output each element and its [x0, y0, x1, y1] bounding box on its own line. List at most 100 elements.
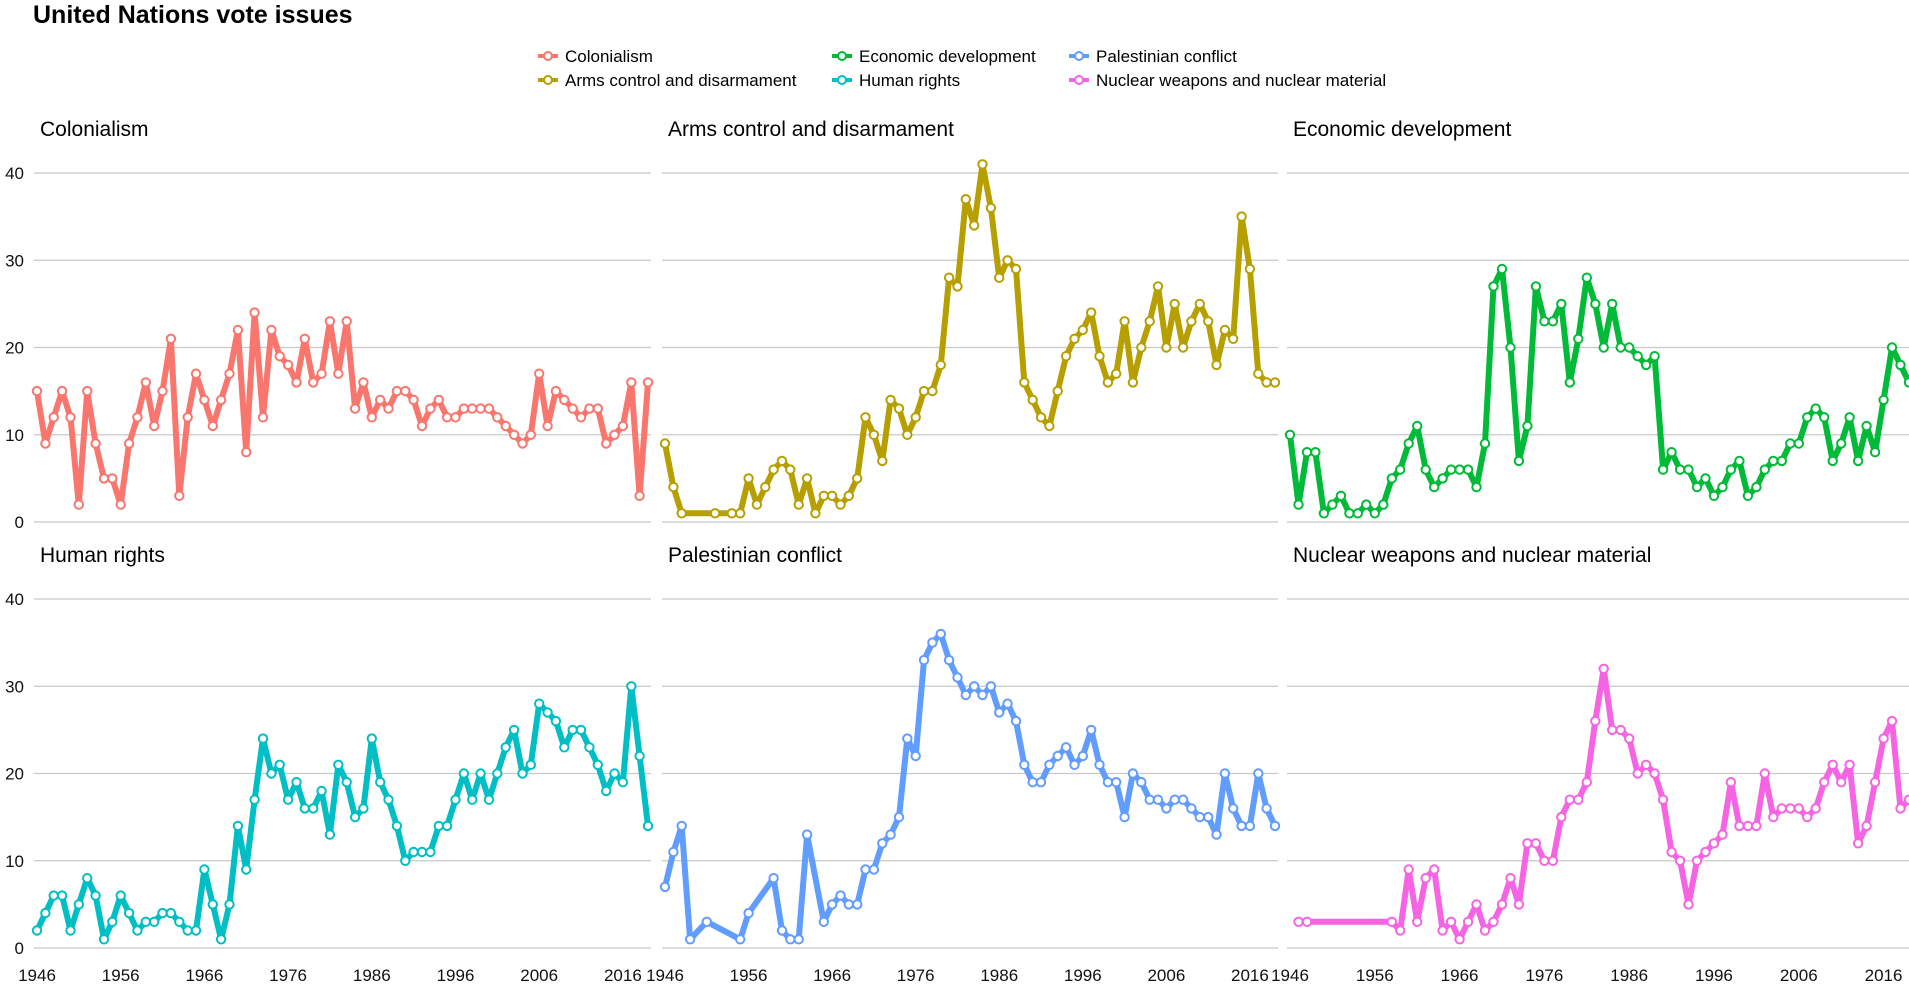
- x-tick-label: 1996: [437, 966, 475, 985]
- data-point: [1634, 352, 1642, 360]
- data-point: [669, 483, 677, 491]
- x-tick-label: 1996: [1064, 966, 1102, 985]
- data-point: [535, 700, 543, 708]
- data-point: [175, 492, 183, 500]
- data-point: [1062, 743, 1070, 751]
- data-point: [1659, 796, 1667, 804]
- data-point: [1812, 404, 1820, 412]
- data-point: [577, 413, 585, 421]
- data-point: [1803, 413, 1811, 421]
- data-point: [912, 752, 920, 760]
- data-point: [678, 509, 686, 517]
- data-point: [878, 839, 886, 847]
- data-point: [560, 396, 568, 404]
- data-point: [58, 891, 66, 899]
- data-point: [1162, 343, 1170, 351]
- data-point: [920, 656, 928, 664]
- data-point: [602, 439, 610, 447]
- data-point: [91, 439, 99, 447]
- data-point: [995, 274, 1003, 282]
- data-point: [33, 387, 41, 395]
- data-point: [1540, 857, 1548, 865]
- data-point: [451, 796, 459, 804]
- data-point: [100, 474, 108, 482]
- data-point: [577, 726, 585, 734]
- data-point: [1154, 796, 1162, 804]
- data-point: [1054, 752, 1062, 760]
- data-point: [1388, 918, 1396, 926]
- data-point: [1591, 717, 1599, 725]
- y-tick-label: 0: [15, 513, 24, 532]
- data-point: [1744, 492, 1752, 500]
- data-point: [594, 761, 602, 769]
- data-point: [1062, 352, 1070, 360]
- data-point: [209, 900, 217, 908]
- data-point: [778, 457, 786, 465]
- legend-item: Arms control and disarmament: [538, 71, 797, 90]
- x-tick-label: 1946: [646, 966, 684, 985]
- data-point: [1761, 769, 1769, 777]
- legend-item: Economic development: [832, 47, 1036, 66]
- data-point: [443, 413, 451, 421]
- data-point: [644, 378, 652, 386]
- data-point: [1854, 457, 1862, 465]
- data-point: [192, 926, 200, 934]
- data-point: [66, 413, 74, 421]
- data-point: [1271, 822, 1279, 830]
- data-point: [1506, 343, 1514, 351]
- data-point: [351, 813, 359, 821]
- x-tick-label: 1966: [185, 966, 223, 985]
- data-point: [1396, 465, 1404, 473]
- data-point: [1642, 361, 1650, 369]
- series-line: [37, 313, 648, 505]
- data-point: [1405, 865, 1413, 873]
- data-point: [426, 404, 434, 412]
- data-point: [552, 387, 560, 395]
- chart-title: United Nations vote issues: [33, 1, 353, 29]
- data-point: [292, 378, 300, 386]
- legend-key-point: [1075, 52, 1083, 60]
- data-point: [368, 413, 376, 421]
- data-point: [1087, 308, 1095, 316]
- data-point: [518, 439, 526, 447]
- data-point: [987, 682, 995, 690]
- data-point: [301, 335, 309, 343]
- data-point: [845, 492, 853, 500]
- data-point: [1710, 492, 1718, 500]
- data-point: [1829, 761, 1837, 769]
- x-tick-label: 1946: [18, 966, 56, 985]
- data-point: [225, 370, 233, 378]
- data-point: [861, 413, 869, 421]
- data-point: [728, 509, 736, 517]
- data-point: [795, 500, 803, 508]
- x-tick-label: 1966: [813, 966, 851, 985]
- data-point: [527, 761, 535, 769]
- data-point: [1320, 509, 1328, 517]
- data-point: [1204, 317, 1212, 325]
- data-point: [1481, 926, 1489, 934]
- data-point: [1037, 778, 1045, 786]
- data-point: [108, 918, 116, 926]
- data-point: [510, 431, 518, 439]
- data-point: [1489, 282, 1497, 290]
- panel-title: Palestinian conflict: [668, 544, 842, 567]
- data-point: [1447, 918, 1455, 926]
- data-point: [41, 439, 49, 447]
- data-point: [142, 378, 150, 386]
- data-point: [1608, 726, 1616, 734]
- data-point: [569, 726, 577, 734]
- data-point: [1137, 343, 1145, 351]
- data-point: [1294, 500, 1302, 508]
- data-point: [1079, 752, 1087, 760]
- data-point: [343, 778, 351, 786]
- y-tick-label: 0: [15, 939, 24, 958]
- data-point: [1693, 857, 1701, 865]
- data-point: [1430, 483, 1438, 491]
- data-point: [1388, 474, 1396, 482]
- data-point: [292, 778, 300, 786]
- data-point: [953, 673, 961, 681]
- legend-key-point: [838, 52, 846, 60]
